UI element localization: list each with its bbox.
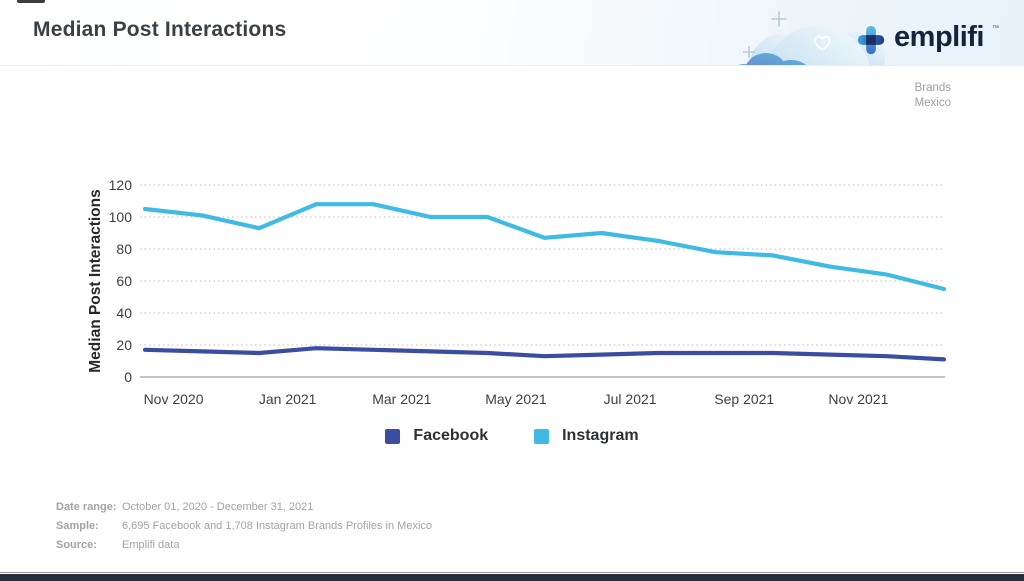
legend-item-instagram: Instagram bbox=[534, 427, 639, 445]
y-tick-label: 0 bbox=[124, 369, 132, 385]
footer-row-source: Source: Emplifi data bbox=[56, 539, 432, 551]
footer-notes: Date range: October 01, 2020 - December … bbox=[56, 501, 432, 558]
y-tick-label: 60 bbox=[116, 273, 132, 289]
small-cloud bbox=[738, 53, 807, 65]
x-tick-label: Jul 2021 bbox=[604, 391, 657, 407]
footer-row-date-range: Date range: October 01, 2020 - December … bbox=[56, 501, 432, 513]
chart-legend: Facebook Instagram bbox=[0, 427, 1024, 445]
bottom-accent-bar bbox=[0, 574, 1024, 581]
x-tick-label: Nov 2021 bbox=[828, 391, 888, 407]
y-tick-label: 80 bbox=[116, 241, 132, 257]
report-context: Brands Mexico bbox=[915, 81, 951, 111]
footer-label: Sample: bbox=[56, 520, 99, 532]
footer-label: Source: bbox=[56, 539, 97, 551]
footer-label: Date range: bbox=[56, 501, 117, 513]
footer-row-sample: Sample: 6,695 Facebook and 1,708 Instagr… bbox=[56, 520, 432, 532]
x-tick-label: Jan 2021 bbox=[259, 391, 317, 407]
y-tick-label: 40 bbox=[116, 305, 132, 321]
header-bar: Median Post Interactions emplifi ™ bbox=[0, 0, 1024, 66]
emplifi-logo-icon bbox=[857, 25, 885, 55]
x-tick-label: Sep 2021 bbox=[714, 391, 774, 407]
emplifi-wordmark: emplifi bbox=[894, 21, 984, 53]
plus-icon-small bbox=[743, 46, 755, 58]
plus-icon bbox=[771, 11, 787, 27]
instagram-line bbox=[142, 202, 947, 292]
page-title: Median Post Interactions bbox=[33, 18, 287, 41]
bottom-divider-line bbox=[0, 572, 1024, 573]
y-tick-label: 20 bbox=[116, 337, 132, 353]
legend-swatch-instagram bbox=[534, 428, 550, 444]
footer-value: 6,695 Facebook and 1,708 Instagram Brand… bbox=[122, 520, 433, 532]
heart-icon bbox=[814, 35, 831, 51]
x-tick-label: Nov 2020 bbox=[144, 391, 204, 407]
corner-artifact bbox=[17, 0, 45, 3]
trademark-mark: ™ bbox=[992, 25, 999, 32]
legend-swatch-facebook bbox=[385, 428, 401, 444]
footer-value: Emplifi data bbox=[122, 539, 180, 551]
footer-value: October 01, 2020 - December 31, 2021 bbox=[122, 501, 314, 513]
y-tick-label: 100 bbox=[109, 209, 133, 225]
legend-item-facebook: Facebook bbox=[385, 427, 488, 445]
x-tick-label: May 2021 bbox=[485, 391, 547, 407]
y-tick-label: 120 bbox=[109, 177, 133, 193]
y-axis-title: Median Post Interactions bbox=[87, 189, 104, 372]
context-country: Mexico bbox=[914, 97, 951, 109]
legend-label: Instagram bbox=[562, 427, 639, 444]
facebook-line bbox=[142, 346, 947, 362]
emplifi-logo: emplifi ™ bbox=[856, 22, 999, 56]
legend-label: Facebook bbox=[413, 427, 489, 444]
context-segment: Brands bbox=[914, 82, 951, 94]
x-tick-label: Mar 2021 bbox=[372, 391, 431, 407]
